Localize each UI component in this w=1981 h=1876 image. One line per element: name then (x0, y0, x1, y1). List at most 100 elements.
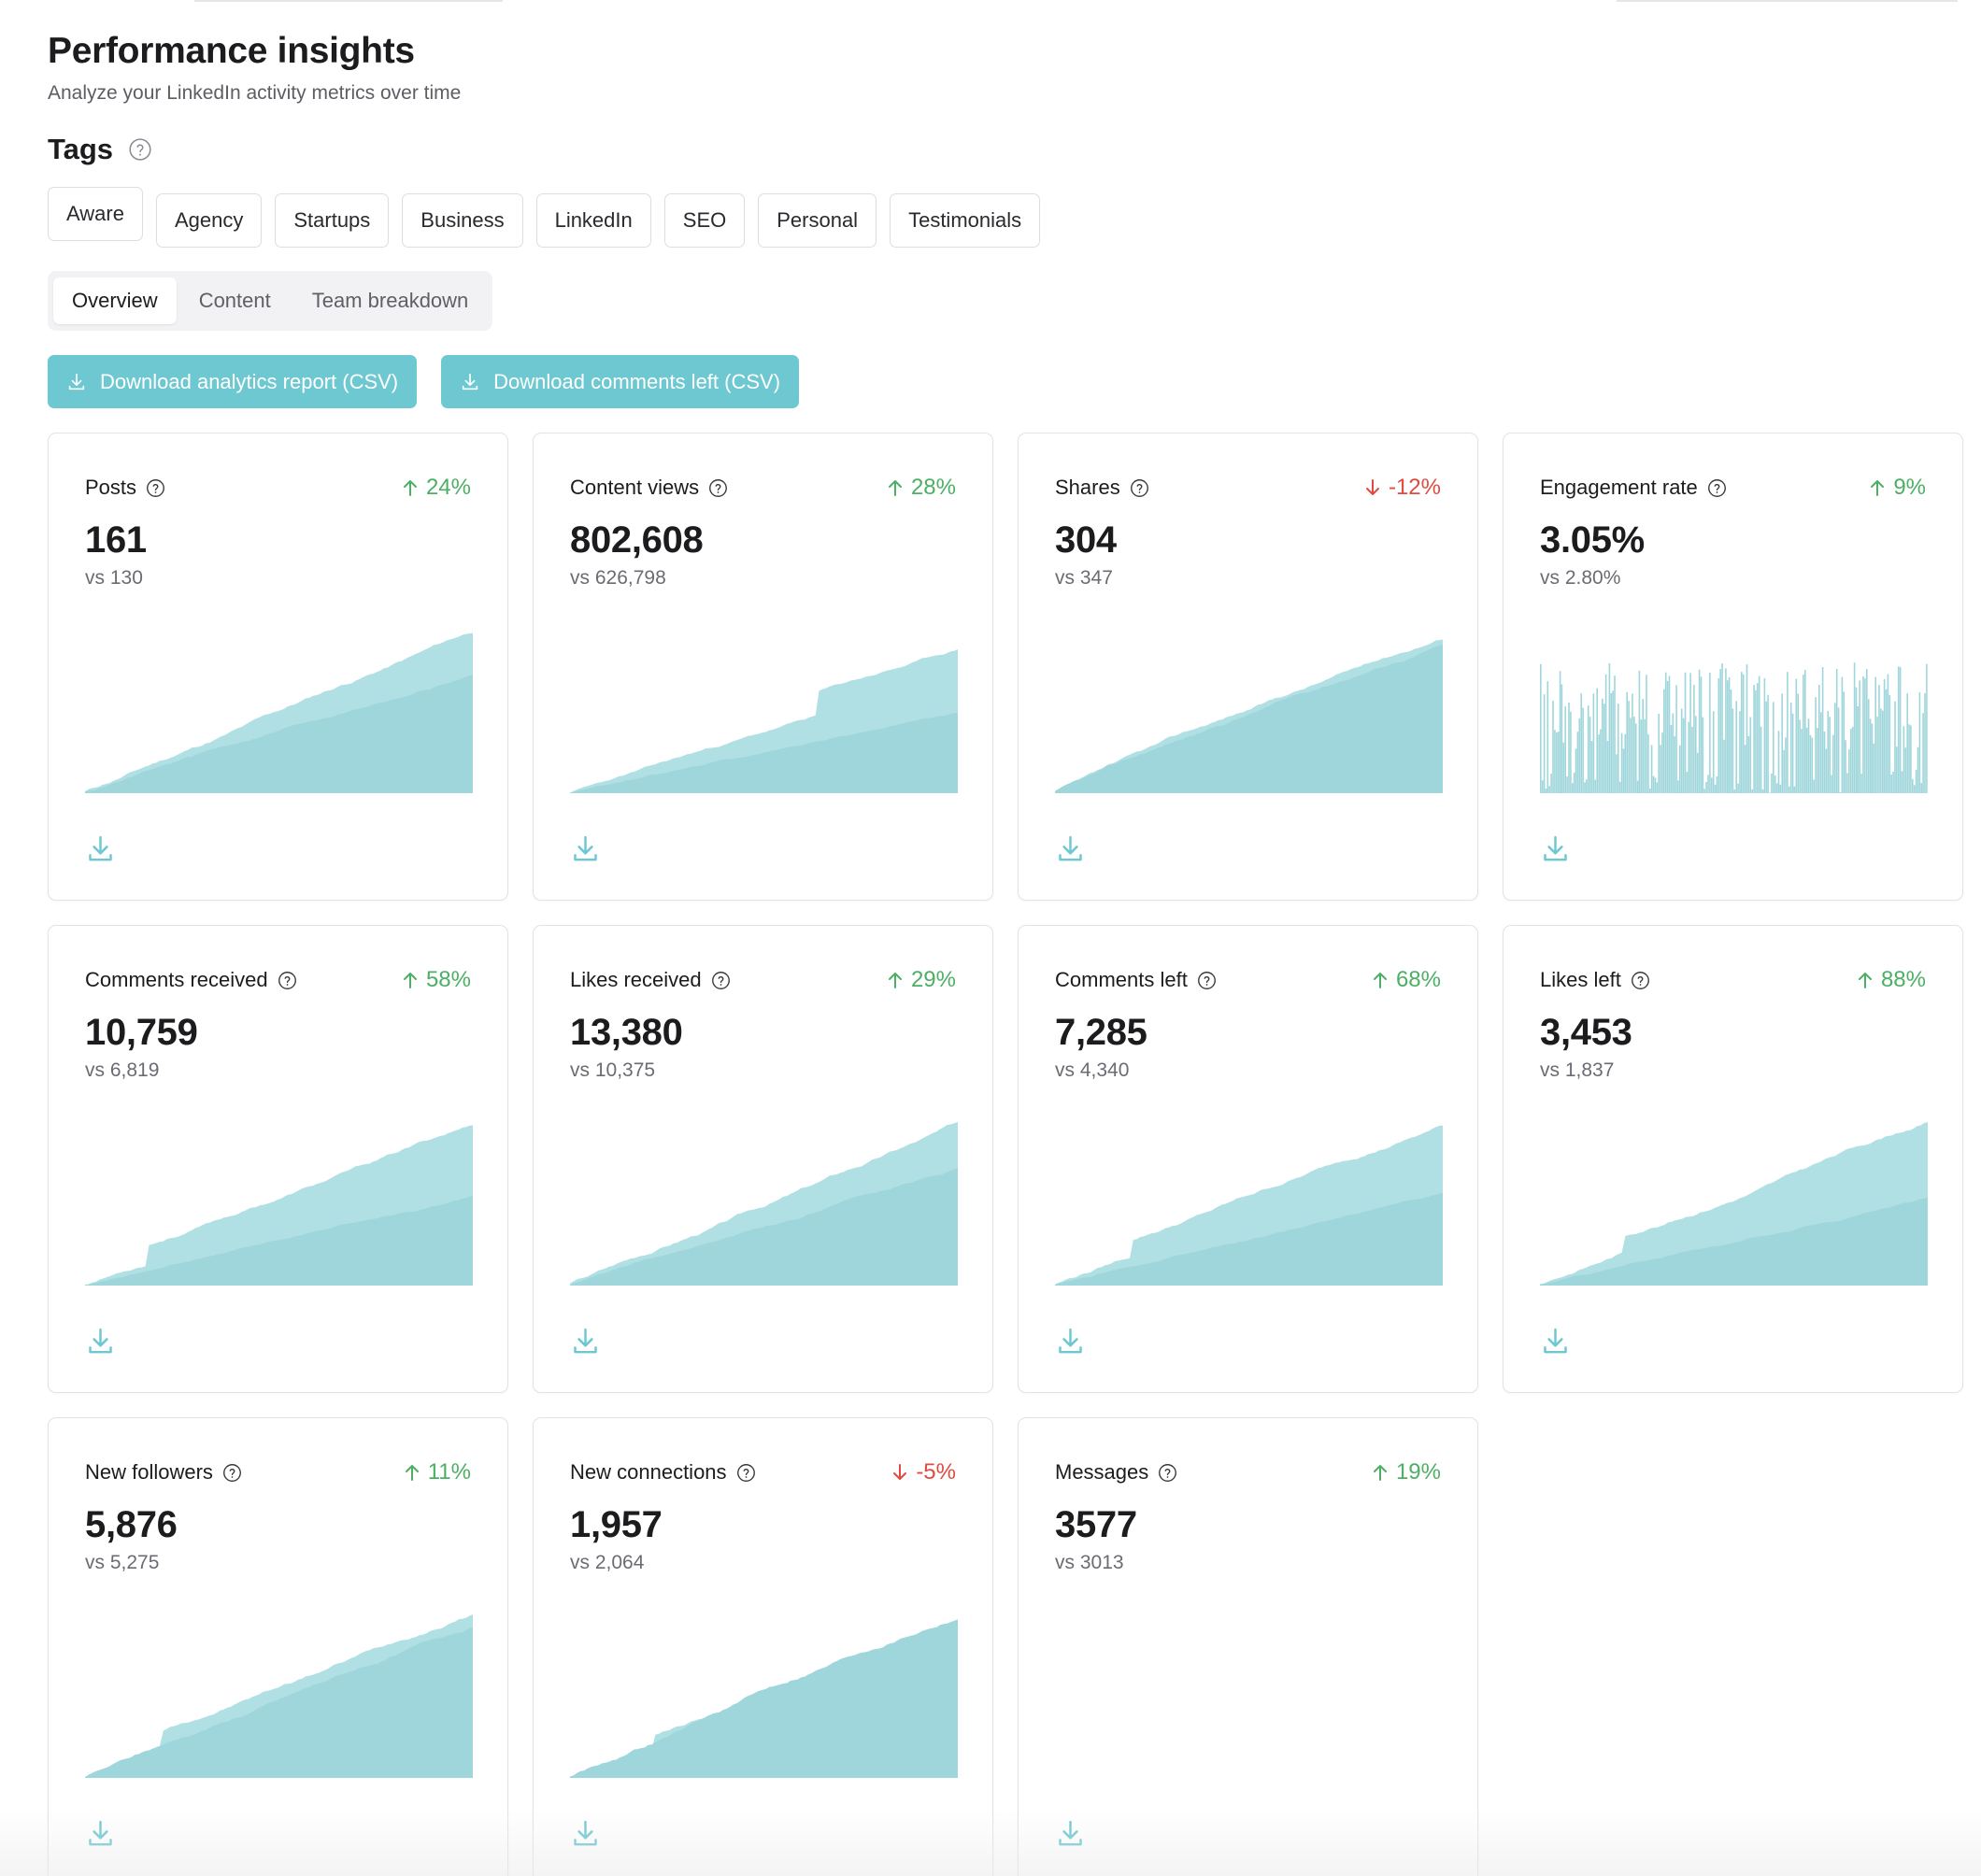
question-circle-icon[interactable] (711, 971, 731, 990)
chart-bar (1557, 732, 1560, 793)
chart-bar (1781, 693, 1783, 793)
question-circle-icon[interactable] (708, 478, 728, 498)
download-icon[interactable] (1055, 1326, 1086, 1357)
tab-team-breakdown[interactable]: Team breakdown (311, 289, 469, 312)
metric-value: 7,285 (1055, 1012, 1147, 1053)
download-icon[interactable] (570, 833, 601, 864)
tab-content[interactable]: Content (198, 289, 271, 312)
tag-startups[interactable]: Startups (275, 193, 390, 248)
chart-bar (1917, 746, 1919, 793)
chart-bar (1747, 736, 1750, 793)
chart-bar (1807, 718, 1810, 793)
tag-list: Aware Agency Startups Business LinkedIn SEO Pe… (48, 187, 1041, 248)
arrow-up-icon (1373, 973, 1387, 988)
chart-bar (1630, 718, 1632, 793)
question-circle-icon[interactable] (222, 1463, 242, 1483)
chart-bar (1620, 732, 1623, 793)
metric-header: Comments received 58% (85, 967, 471, 993)
chart-bar (1871, 723, 1874, 793)
previous-period-area (570, 1619, 958, 1778)
previous-period-area (570, 1168, 958, 1286)
metric-label-group: Shares (1055, 476, 1149, 500)
tag-testimonials[interactable]: Testimonials (890, 193, 1041, 248)
chart-bar (1703, 789, 1705, 793)
arrow-up-icon (403, 480, 417, 496)
metric-label-group: Comments received (85, 968, 297, 992)
chart-bar (1746, 664, 1748, 793)
tag-personal[interactable]: Personal (758, 193, 877, 248)
chart-bar (1739, 711, 1741, 793)
tag-seo[interactable]: SEO (663, 193, 746, 248)
metric-change-value: 29% (910, 967, 956, 992)
metric-label-group: Likes left (1540, 968, 1650, 992)
metric-label-group: Posts (85, 476, 165, 500)
chart-bar (1805, 727, 1808, 793)
chart-bar (1693, 685, 1695, 793)
arrow-up-icon (1373, 1465, 1387, 1481)
chart-bar (1795, 678, 1798, 793)
chart-bar (1920, 783, 1923, 793)
question-circle-icon[interactable] (1707, 478, 1727, 498)
question-circle-icon[interactable] (736, 1463, 756, 1483)
download-icon[interactable] (1055, 833, 1086, 864)
metric-header: Messages 19% (1055, 1459, 1441, 1485)
chart-bar (1696, 752, 1699, 793)
chart-bar (1761, 789, 1764, 793)
chart-bar (1823, 732, 1826, 793)
download-icon[interactable] (570, 1818, 601, 1849)
metric-label-group: Messages (1055, 1460, 1177, 1485)
chart-bar (1730, 689, 1732, 793)
tag-aware[interactable]: Aware (48, 187, 143, 241)
chart-bar (1638, 670, 1641, 793)
chart-bar (1540, 663, 1542, 793)
question-circle-icon[interactable] (1631, 971, 1650, 990)
chart-bar (1817, 728, 1818, 793)
metric-compare: vs 10,375 (570, 1059, 656, 1081)
question-circle-icon[interactable] (128, 137, 152, 162)
metric-sparkline (85, 632, 473, 793)
tag-agency[interactable]: Agency (155, 193, 263, 248)
metric-header: Content views 28% (570, 475, 956, 501)
chart-bar (1721, 663, 1723, 793)
question-circle-icon[interactable] (1130, 478, 1149, 498)
tag-business[interactable]: Business (402, 193, 523, 248)
question-circle-icon[interactable] (1158, 1463, 1177, 1483)
metric-change: 28% (887, 475, 956, 501)
chart-bar (1751, 789, 1753, 793)
download-icon[interactable] (85, 1326, 116, 1357)
metric-change: 24% (402, 475, 471, 501)
chart-bar (1787, 672, 1789, 793)
chart-bar (1815, 697, 1817, 793)
download-icon[interactable] (1540, 833, 1571, 864)
download-icon[interactable] (85, 1818, 116, 1849)
chart-bar (1654, 777, 1657, 793)
chart-bar (1664, 672, 1667, 793)
tags-title: Tags (48, 133, 114, 165)
question-circle-icon[interactable] (278, 971, 297, 990)
metric-header: Likes received 29% (570, 967, 956, 993)
view-tabs: Overview Content Team breakdown (48, 271, 493, 331)
tag-linkedin[interactable]: LinkedIn (535, 193, 651, 248)
chart-bar (1906, 693, 1908, 793)
chart-bar (1589, 717, 1591, 793)
download-icon[interactable] (570, 1326, 601, 1357)
download-analytics-button[interactable]: Download analytics report (CSV) (48, 355, 418, 408)
download-icon[interactable] (1540, 1326, 1571, 1357)
question-circle-icon[interactable] (146, 478, 165, 498)
chart-bar (1647, 733, 1649, 793)
chart-bar (1717, 678, 1720, 793)
chart-bar (1774, 775, 1776, 793)
chart-bar (1705, 782, 1707, 793)
question-circle-icon[interactable] (1197, 971, 1217, 990)
chart-bar (1853, 662, 1856, 793)
download-icon[interactable] (1055, 1818, 1086, 1849)
chart-bar (1918, 692, 1921, 793)
previous-period-area (85, 1196, 473, 1286)
metric-card-new-connections: New connections -5% 1,957 vs 2,064 (533, 1417, 993, 1876)
chart-bar (1897, 666, 1900, 793)
download-comments-button[interactable]: Download comments left (CSV) (441, 355, 800, 408)
metric-label: Posts (85, 476, 137, 499)
chart-bar (1777, 731, 1780, 793)
tab-overview[interactable]: Overview (53, 277, 177, 324)
download-icon[interactable] (85, 833, 116, 864)
